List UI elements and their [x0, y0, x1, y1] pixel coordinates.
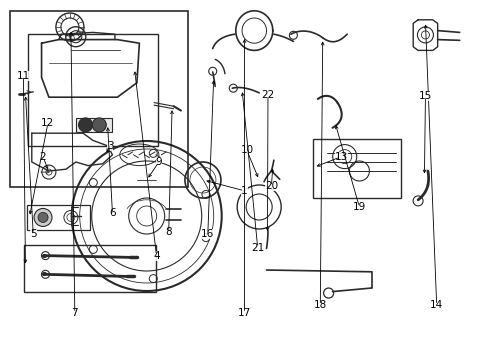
Text: 17: 17 — [237, 308, 251, 318]
Text: 19: 19 — [352, 202, 366, 212]
Bar — [312, 139, 400, 198]
Text: 16: 16 — [201, 229, 214, 239]
Text: 3: 3 — [106, 141, 113, 151]
Bar — [24, 245, 156, 292]
Circle shape — [38, 212, 48, 222]
Text: 8: 8 — [165, 227, 172, 237]
Text: 2: 2 — [40, 152, 46, 162]
Text: 7: 7 — [71, 308, 78, 318]
Text: 20: 20 — [264, 181, 277, 192]
Text: 15: 15 — [418, 91, 431, 102]
Text: 10: 10 — [240, 145, 253, 156]
Bar — [76, 118, 112, 132]
Circle shape — [92, 118, 106, 132]
Circle shape — [34, 208, 52, 226]
Text: 11: 11 — [17, 71, 30, 81]
Bar — [28, 34, 158, 146]
Text: 18: 18 — [313, 300, 326, 310]
Text: 12: 12 — [41, 118, 55, 128]
Text: 21: 21 — [250, 243, 264, 253]
Text: 14: 14 — [429, 300, 443, 310]
Text: 9: 9 — [155, 157, 162, 167]
Text: 5: 5 — [30, 229, 37, 239]
Text: 1: 1 — [241, 186, 247, 196]
Text: 13: 13 — [334, 152, 347, 162]
Text: 4: 4 — [153, 251, 160, 261]
Circle shape — [79, 118, 92, 132]
Bar — [27, 205, 90, 230]
Text: 6: 6 — [109, 208, 116, 219]
Text: 22: 22 — [261, 90, 274, 100]
Bar — [10, 11, 188, 187]
